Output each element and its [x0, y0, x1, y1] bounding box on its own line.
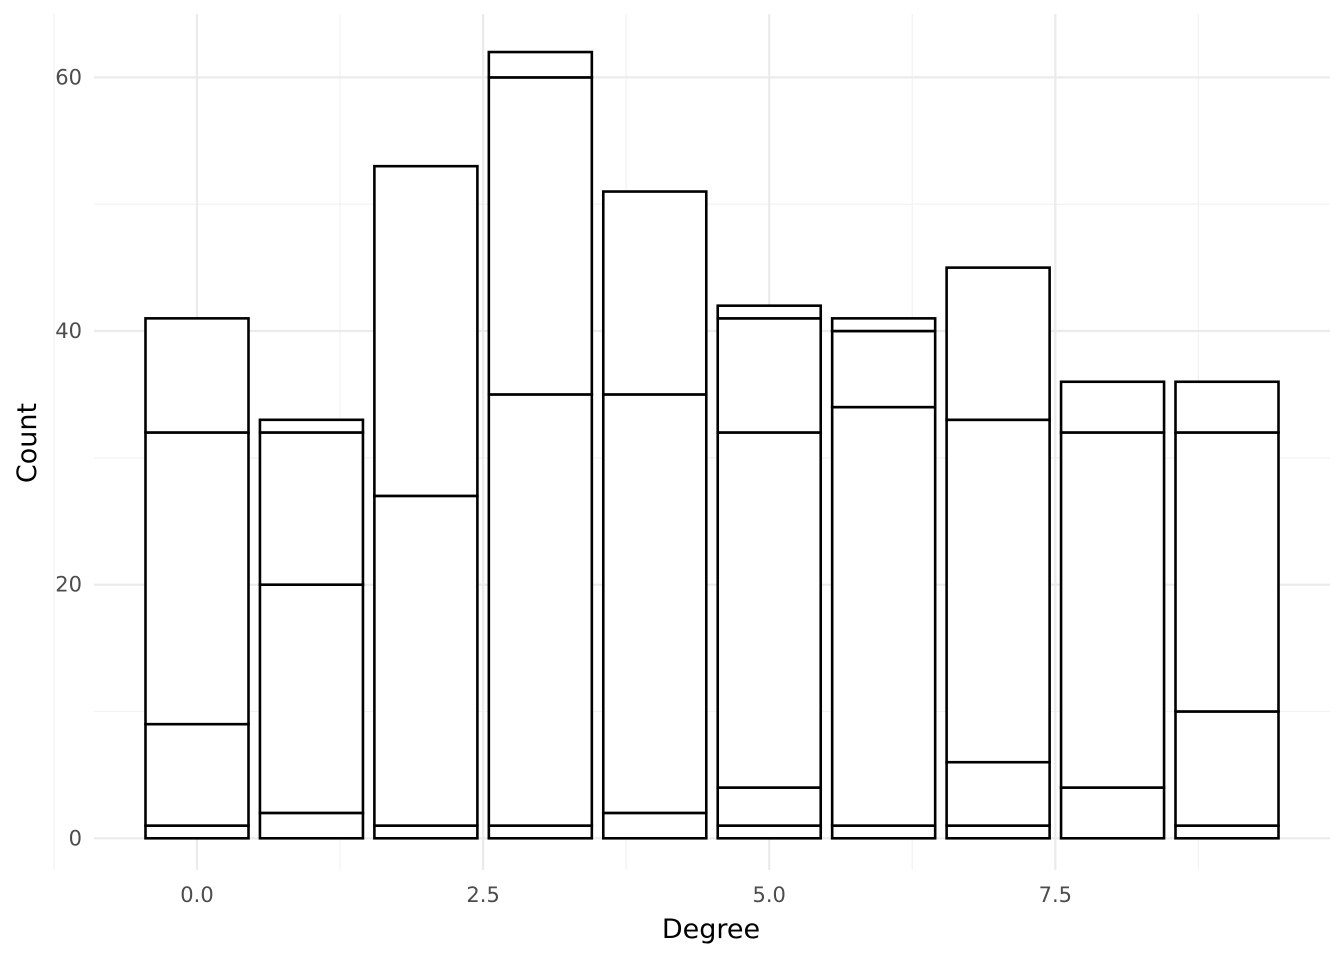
bar-segment	[258, 811, 365, 840]
bar-segment	[487, 824, 594, 840]
bar-segment	[144, 824, 250, 840]
bar-stack	[1174, 380, 1280, 840]
bar-segment	[830, 405, 937, 827]
bar-segment	[144, 317, 250, 434]
bar-segment	[601, 811, 708, 840]
bar-segment	[1174, 824, 1280, 840]
bar-segment	[716, 317, 823, 434]
bar-segment	[258, 418, 365, 434]
bar-segment	[144, 431, 250, 726]
bar-segment	[830, 317, 937, 333]
bar-segment	[1174, 710, 1280, 827]
bar-stack	[258, 418, 365, 840]
bar-segment	[601, 190, 708, 396]
y-axis-title: Count	[12, 403, 43, 483]
bar-segment	[258, 583, 365, 815]
bar-segment	[601, 393, 708, 815]
bar-stack	[601, 190, 708, 840]
bars	[144, 50, 1280, 840]
x-axis-title: Degree	[662, 914, 760, 945]
bar-segment	[373, 824, 479, 840]
bar-segment	[487, 393, 594, 827]
y-axis-ticks: 0 20 40 60	[55, 65, 82, 850]
bar-segment	[830, 824, 937, 840]
x-axis-ticks: 0.0 2.5 5.0 7.5	[180, 883, 1072, 907]
bar-segment	[716, 824, 823, 840]
bar-segment	[716, 786, 823, 827]
bar-segment	[144, 722, 250, 827]
bar-stack	[716, 304, 823, 840]
bar-stack	[945, 266, 1051, 840]
y-tick-label: 0	[69, 826, 82, 850]
bar-segment	[1059, 786, 1166, 840]
bar-segment	[716, 304, 823, 320]
bar-segment	[1059, 380, 1166, 434]
bar-segment	[487, 76, 594, 396]
bar-segment	[945, 824, 1051, 840]
bar-segment	[487, 50, 594, 79]
bar-stack	[144, 317, 250, 840]
bar-segment	[1174, 380, 1280, 434]
x-tick-label: 2.5	[466, 883, 499, 907]
bar-segment	[373, 164, 479, 498]
bar-segment	[945, 266, 1051, 422]
bar-stack	[373, 164, 479, 840]
x-tick-label: 5.0	[753, 883, 786, 907]
bar-stack	[1059, 380, 1166, 840]
bar-stack	[487, 50, 594, 840]
bar-segment	[1174, 431, 1280, 713]
bar-segment	[945, 418, 1051, 764]
y-tick-label: 60	[55, 65, 82, 89]
bar-segment	[945, 760, 1051, 827]
bar-segment	[1059, 431, 1166, 789]
bar-segment	[258, 431, 365, 586]
y-tick-label: 20	[55, 573, 82, 597]
bar-segment	[716, 431, 823, 789]
y-tick-label: 40	[55, 319, 82, 343]
bar-segment	[830, 329, 937, 409]
x-tick-label: 7.5	[1039, 883, 1072, 907]
bar-stack	[830, 317, 937, 840]
bar-segment	[373, 494, 479, 827]
x-tick-label: 0.0	[180, 883, 213, 907]
